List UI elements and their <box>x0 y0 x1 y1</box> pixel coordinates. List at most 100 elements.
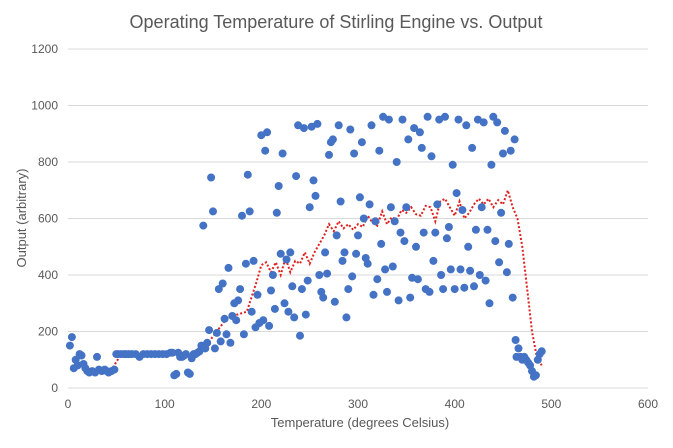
data-point <box>205 326 214 335</box>
x-axis-ticks: 0 100 200 300 400 500 600 <box>65 397 659 411</box>
data-point <box>348 272 357 281</box>
data-point <box>442 234 451 243</box>
data-point <box>338 256 347 265</box>
scatter-points <box>65 112 546 381</box>
data-point <box>452 189 461 198</box>
data-point <box>321 248 330 257</box>
data-point <box>270 304 279 313</box>
data-point <box>336 197 345 206</box>
x-axis-label: Temperature (degrees Celsius) <box>271 415 449 430</box>
data-point <box>367 121 376 130</box>
data-point <box>243 170 252 179</box>
x-tick-label: 200 <box>251 397 271 411</box>
data-point <box>236 285 245 294</box>
data-point <box>454 115 463 124</box>
data-point <box>65 341 74 350</box>
x-tick-label: 400 <box>445 397 465 411</box>
data-point <box>301 310 310 319</box>
data-point <box>508 293 517 302</box>
data-point <box>460 283 469 292</box>
data-point <box>267 286 275 295</box>
data-point <box>425 287 434 296</box>
data-point <box>398 115 407 124</box>
data-point <box>371 217 380 226</box>
data-point <box>429 256 438 265</box>
data-point <box>212 328 221 337</box>
data-point <box>514 344 523 353</box>
data-point <box>381 265 390 274</box>
data-point <box>384 115 393 124</box>
data-point <box>323 269 332 278</box>
data-point <box>224 263 233 272</box>
y-tick-label: 400 <box>38 268 58 282</box>
data-point <box>309 176 318 185</box>
data-point <box>296 331 304 340</box>
data-point <box>232 316 241 325</box>
data-point <box>253 290 262 299</box>
data-point <box>427 152 436 161</box>
y-axis-ticks: 0 200 400 600 800 1000 1200 <box>31 42 58 395</box>
data-point <box>491 237 500 246</box>
x-tick-label: 300 <box>348 397 368 411</box>
data-point <box>394 296 403 305</box>
data-point <box>377 239 386 248</box>
data-point <box>290 313 299 322</box>
data-point <box>342 313 351 322</box>
data-point <box>216 337 225 346</box>
data-point <box>265 321 274 330</box>
data-point <box>383 287 391 296</box>
data-point <box>226 338 235 347</box>
data-point <box>313 119 322 128</box>
data-point <box>181 350 190 359</box>
data-point <box>423 112 432 121</box>
data-point <box>207 173 216 182</box>
y-tick-label: 1000 <box>31 99 58 113</box>
data-point <box>67 333 76 342</box>
data-point <box>400 237 409 246</box>
data-point <box>315 271 324 279</box>
chart-title: Operating Temperature of Stirling Engine… <box>130 12 543 32</box>
data-point <box>288 282 297 291</box>
data-point <box>506 146 515 155</box>
data-point <box>354 231 362 240</box>
data-point <box>446 265 455 274</box>
x-tick-label: 100 <box>155 397 175 411</box>
data-point <box>458 206 467 214</box>
data-point <box>214 285 223 294</box>
data-point <box>462 121 471 130</box>
data-point <box>441 112 449 121</box>
data-point <box>373 275 382 284</box>
gridlines <box>68 48 648 332</box>
data-point <box>110 365 119 374</box>
data-point <box>168 348 177 357</box>
data-point <box>284 307 293 316</box>
data-point <box>247 307 256 316</box>
data-point <box>444 223 453 231</box>
data-point <box>504 239 513 248</box>
data-point <box>497 208 506 217</box>
x-tick-label: 500 <box>541 397 561 411</box>
data-point <box>276 249 285 258</box>
data-point <box>417 143 426 152</box>
data-point <box>468 143 477 152</box>
data-point <box>319 293 328 302</box>
data-point <box>448 160 457 169</box>
data-point <box>238 211 246 220</box>
data-point <box>413 275 422 284</box>
data-point <box>346 125 355 134</box>
data-point <box>185 369 194 378</box>
data-point <box>340 248 349 257</box>
data-point <box>241 259 250 268</box>
data-point <box>487 160 496 169</box>
data-point <box>350 149 359 158</box>
data-point <box>537 347 546 356</box>
data-point <box>466 266 475 275</box>
data-point <box>479 118 488 127</box>
data-point <box>332 231 341 240</box>
data-point <box>220 314 229 323</box>
data-point <box>234 296 243 305</box>
data-point <box>392 158 401 166</box>
data-point <box>437 271 446 279</box>
data-point <box>475 271 484 279</box>
